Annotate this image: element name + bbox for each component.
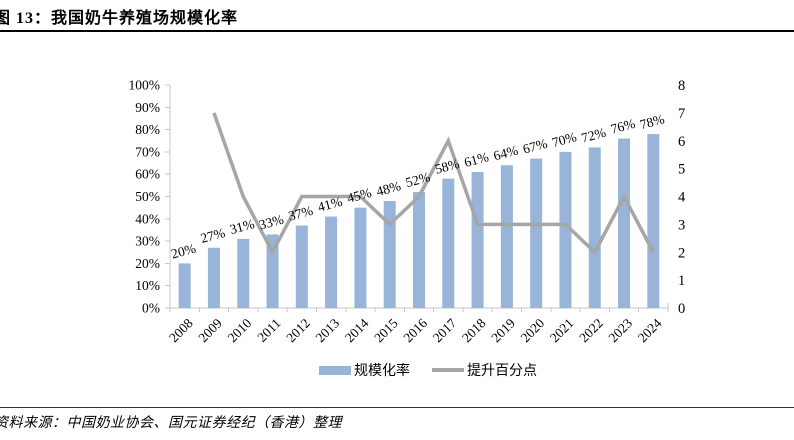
year-label-2018: 2018	[459, 315, 489, 345]
right-axis-tick-label: 1	[678, 273, 685, 289]
bar-label-2010: 31%	[228, 216, 256, 237]
bar-2018	[471, 171, 484, 308]
left-axis-tick-label: 10%	[135, 278, 160, 293]
bar-series-swatch	[319, 365, 351, 375]
figure-title: 图 13：我国奶牛养殖场规模化率	[0, 10, 239, 27]
right-axis-tick-label: 7	[678, 106, 685, 122]
legend-item-line: 提升百分点	[432, 360, 537, 380]
year-label-2011: 2011	[254, 316, 283, 345]
left-axis-tick-label: 30%	[135, 234, 160, 249]
bar-label-2012: 37%	[287, 203, 315, 224]
bar-2022	[588, 147, 601, 308]
year-label-2012: 2012	[283, 316, 313, 346]
right-axis-tick-label: 2	[678, 245, 685, 261]
year-label-2016: 2016	[400, 315, 430, 345]
legend-label-bar: 规模化率	[354, 364, 410, 379]
year-label-2019: 2019	[488, 315, 518, 345]
legend-label-line: 提升百分点	[467, 364, 537, 379]
bar-label-2024: 78%	[638, 111, 666, 132]
right-axis-tick-label: 6	[678, 134, 685, 150]
year-label-2010: 2010	[225, 315, 255, 345]
line-series-swatch	[432, 368, 464, 372]
left-axis-tick-label: 40%	[135, 211, 160, 226]
bar-label-2015: 48%	[375, 178, 403, 199]
year-label-2020: 2020	[518, 315, 548, 345]
left-axis-tick-label: 100%	[129, 78, 161, 93]
bar-label-2021: 70%	[550, 129, 578, 150]
year-label-2009: 2009	[195, 315, 225, 345]
bar-label-2020: 67%	[521, 136, 549, 157]
year-label-2014: 2014	[342, 315, 372, 345]
year-label-2008: 2008	[166, 315, 196, 345]
bar-2014	[354, 207, 367, 308]
bar-2011	[266, 234, 279, 308]
bar-label-2022: 72%	[580, 125, 608, 146]
right-axis-tick-label: 3	[678, 217, 685, 233]
bar-2013	[325, 216, 338, 308]
right-axis-tick-label: 0	[678, 301, 685, 317]
bar-label-2008: 20%	[170, 241, 198, 262]
bar-2009	[207, 247, 220, 308]
chart-legend: 规模化率 提升百分点	[0, 360, 794, 380]
bar-label-2018: 61%	[463, 149, 491, 170]
bar-2012	[295, 225, 308, 308]
bar-label-2009: 27%	[199, 225, 227, 246]
source-rule	[0, 407, 794, 408]
year-label-2022: 2022	[576, 316, 606, 346]
left-axis-tick-label: 90%	[135, 100, 160, 115]
right-axis-tick-label: 8	[678, 78, 685, 94]
bar-label-2016: 52%	[404, 169, 432, 190]
bar-2024	[647, 134, 660, 308]
year-label-2021: 2021	[547, 316, 577, 346]
bar-2015	[383, 200, 396, 308]
bar-2010	[237, 238, 250, 308]
legend-item-bar: 规模化率	[319, 360, 410, 380]
bar-label-2023: 76%	[609, 116, 637, 137]
year-label-2015: 2015	[371, 315, 401, 345]
year-label-2013: 2013	[313, 315, 343, 345]
year-label-2023: 2023	[605, 315, 635, 345]
left-axis-tick-label: 70%	[135, 144, 160, 159]
left-axis-tick-label: 80%	[135, 122, 160, 137]
bar-2020	[530, 158, 543, 308]
bar-label-2019: 64%	[492, 142, 520, 163]
left-axis-tick-label: 0%	[142, 301, 160, 316]
left-axis-tick-label: 50%	[135, 189, 160, 204]
year-label-2017: 2017	[430, 315, 460, 345]
right-axis-tick-label: 4	[678, 190, 686, 206]
trend-line	[212, 112, 655, 257]
bar-2023	[618, 138, 631, 308]
bar-2016	[413, 192, 425, 308]
left-axis-tick-label: 20%	[135, 256, 160, 271]
bar-label-2011: 33%	[257, 212, 285, 233]
left-axis-tick-label: 60%	[135, 167, 160, 182]
source-text: 资料来源：中国奶业协会、国元证券经纪（香港）整理	[0, 416, 342, 431]
bar-2019	[500, 165, 513, 308]
right-axis-tick-label: 5	[678, 162, 685, 178]
bar-2021	[559, 151, 572, 308]
bar-label-2014: 45%	[345, 185, 373, 206]
bar-2008	[178, 263, 191, 308]
title-rule	[0, 30, 794, 32]
bar-label-2013: 41%	[316, 194, 344, 215]
combo-chart-canvas: 0% 10% 20% 30% 40% 50% 60% 70% 80% 90% 100% 0 1 2 3 4 5 6…	[129, 78, 687, 346]
bar-label-2017: 58%	[433, 156, 461, 177]
year-label-2024: 2024	[635, 315, 665, 345]
bar-2017	[442, 178, 455, 308]
